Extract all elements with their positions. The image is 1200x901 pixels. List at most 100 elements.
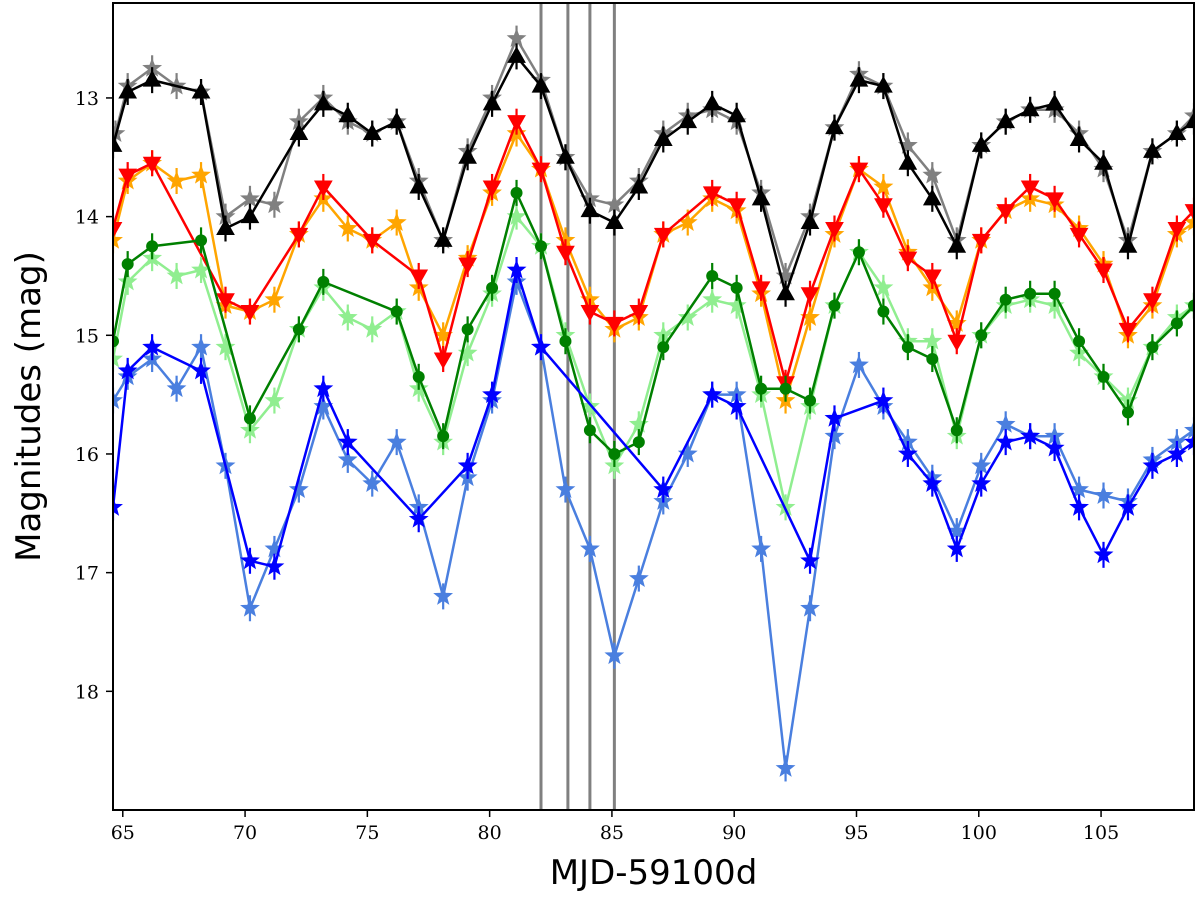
star-marker [386,212,407,231]
star-marker [362,318,383,338]
triangle-down-marker [216,293,235,310]
series-layer [113,25,1194,782]
star-marker [337,431,358,451]
triangle-up-marker [1045,93,1064,111]
triangle-up-marker [922,188,942,206]
triangle-up-marker [678,111,698,129]
circle-marker [1048,287,1061,300]
star-marker [531,336,551,356]
star-marker [995,431,1016,451]
star-marker [191,164,211,184]
star-marker [677,307,698,326]
star-marker [264,194,285,214]
circle-marker [1073,335,1086,348]
triangle-up-marker [1118,236,1138,253]
triangle-up-marker [338,105,358,123]
circle-marker [534,240,547,253]
triangle-up-marker [289,123,309,141]
star-marker [166,265,187,285]
circle-marker [412,370,425,383]
x-tick-label: 90 [722,822,746,844]
x-tick-label: 65 [111,822,135,844]
star-marker [264,390,285,409]
triangle-down-marker [702,186,722,203]
series-line [113,268,1194,568]
star-marker [1184,419,1194,439]
circle-marker [877,305,890,318]
triangle-down-marker [849,162,869,180]
triangle-down-marker [1143,293,1162,310]
x-tick-label: 70 [233,822,257,844]
star-marker [113,496,123,516]
y-tick-label: 16 [75,444,99,466]
circle-marker [804,394,817,407]
y-tick-label: 17 [75,563,99,585]
triangle-down-marker [433,352,453,370]
star-marker [117,271,138,291]
star-marker [506,259,527,279]
star-marker [240,597,260,617]
data-series-7 [113,268,1194,782]
star-marker [215,336,236,356]
star-marker [1166,443,1187,463]
star-marker [240,550,260,570]
star-marker [1142,455,1163,475]
star-marker [166,378,187,398]
star-marker [191,336,211,356]
triangle-down-marker [971,233,991,251]
star-marker [580,538,600,558]
star-marker [922,164,943,184]
triangle-up-marker [142,70,162,87]
triangle-up-marker [751,188,771,206]
circle-marker [292,323,305,336]
star-marker [1044,437,1065,457]
series-line [113,120,1194,385]
triangle-down-marker [1069,227,1089,245]
star-marker [113,348,123,368]
x-axis-label: MJD-59100d [550,853,758,893]
circle-marker [950,424,963,437]
triangle-down-marker [409,269,429,286]
triangle-up-marker [580,200,600,218]
x-axis: 65 70 75 80 85 90 95 100 105 [111,810,1119,844]
y-tick-label: 15 [75,325,99,347]
circle-marker [1188,299,1194,312]
triangle-up-marker [556,147,575,164]
triangle-up-marker [727,105,747,123]
triangle-down-marker [874,198,893,215]
star-marker [800,550,820,570]
triangle-down-marker [1094,263,1113,281]
star-marker [751,538,772,558]
circle-marker [1170,317,1183,330]
circle-marker [1024,287,1037,300]
circle-marker [486,281,499,294]
star-marker [408,508,429,528]
star-marker [506,28,527,48]
triangle-up-marker [113,135,123,152]
triangle-down-marker [142,156,162,174]
star-marker [922,330,943,350]
x-tick-label: 75 [355,822,379,844]
star-marker [337,218,358,237]
star-marker [677,443,698,463]
series-line [113,55,1194,296]
star-marker [482,384,502,404]
series-line [113,191,1194,456]
triangle-up-marker [1069,129,1089,146]
triangle-down-marker [482,180,502,197]
star-marker [166,170,187,190]
star-marker [240,188,260,208]
triangle-down-marker [1020,180,1040,197]
triangle-down-marker [751,281,771,298]
y-axis-label: Magnitudes (mag) [9,251,49,562]
triangle-down-marker [898,251,918,269]
plot-frame [112,2,1195,811]
triangle-up-marker [458,147,477,164]
triangle-down-marker [580,305,600,322]
triangle-up-marker [313,93,333,111]
circle-marker [461,323,474,336]
star-marker [337,449,358,469]
triangle-up-marker [191,81,211,99]
star-marker [1020,425,1041,445]
